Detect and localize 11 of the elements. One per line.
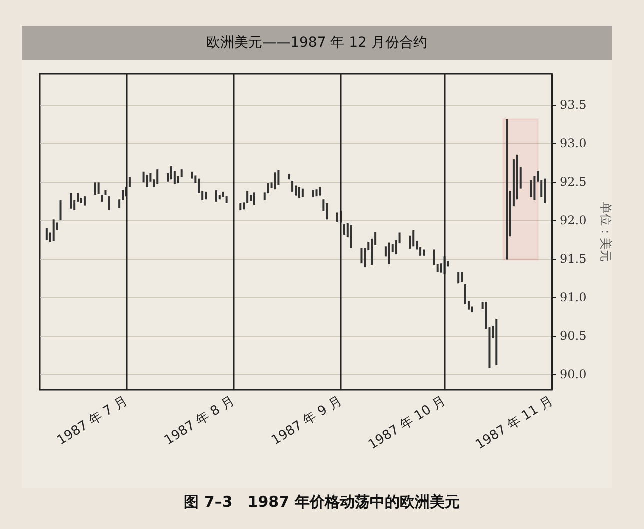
y-tick-label: 90.5 — [560, 329, 587, 344]
y-tick-label: 91.0 — [560, 290, 587, 305]
y-tick-label: 93.0 — [560, 136, 587, 150]
y-tick-label: 90.0 — [560, 368, 587, 382]
y-tick-label: 91.5 — [560, 252, 587, 266]
y-axis-title: 单位：美元 — [599, 202, 613, 262]
caption: 图 7–3 1987 年价格动荡中的欧洲美元 — [183, 493, 461, 512]
y-tick-label: 92.0 — [560, 213, 587, 228]
chart-title: 欧洲美元——1987 年 12 月份合约 — [22, 26, 612, 60]
y-tick-label: 92.5 — [560, 174, 587, 189]
y-tick-label: 93.5 — [560, 98, 587, 112]
